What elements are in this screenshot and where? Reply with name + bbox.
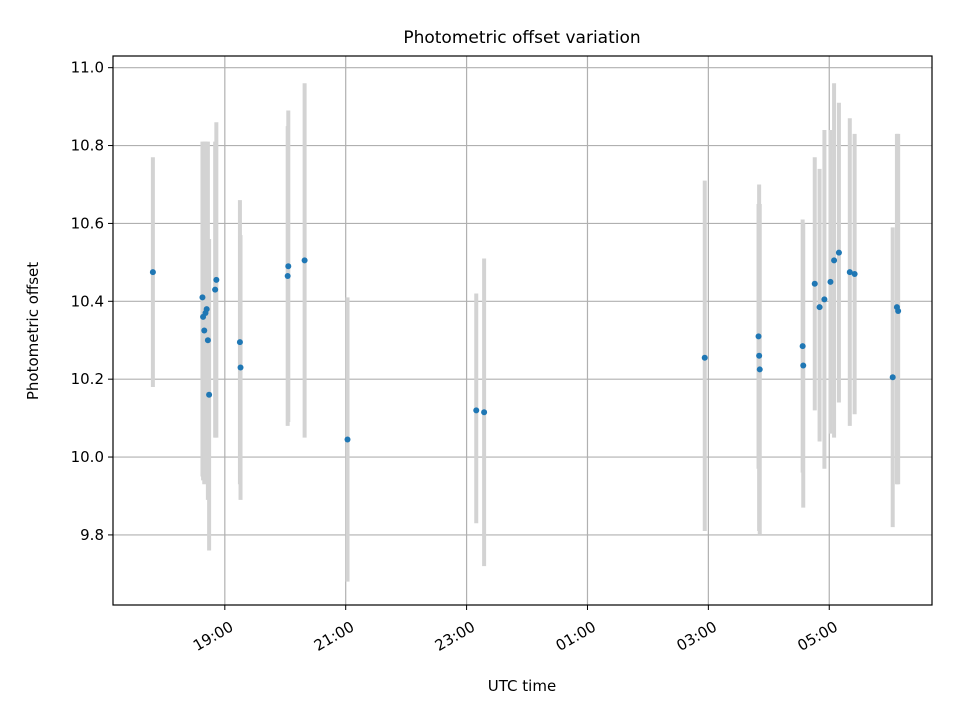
- data-point: [204, 337, 211, 344]
- data-point: [889, 374, 896, 381]
- y-tick-label: 9.8: [80, 526, 104, 544]
- data-point: [206, 391, 213, 398]
- data-point: [800, 362, 807, 369]
- data-point: [811, 280, 818, 287]
- data-point: [701, 354, 708, 361]
- data-point: [821, 296, 828, 303]
- y-tick-label: 10.0: [71, 448, 104, 466]
- data-point: [473, 407, 480, 414]
- data-point: [851, 271, 858, 278]
- chart-title: Photometric offset variation: [403, 28, 640, 48]
- data-point: [755, 333, 762, 340]
- data-point: [835, 249, 842, 256]
- data-points: [149, 249, 902, 443]
- data-point: [816, 304, 823, 311]
- data-point: [285, 263, 292, 270]
- data-point: [201, 327, 208, 334]
- data-point: [799, 343, 806, 350]
- data-point: [284, 272, 291, 279]
- y-axis-label: Photometric offset: [24, 262, 42, 400]
- plot-area-frame: [112, 55, 933, 606]
- data-point: [149, 269, 156, 276]
- data-point: [301, 257, 308, 264]
- data-point: [756, 366, 763, 373]
- data-point: [831, 257, 838, 264]
- y-tick-label: 11.0: [71, 59, 104, 77]
- data-point: [846, 269, 853, 276]
- y-tick-label: 10.4: [71, 292, 104, 310]
- data-point: [237, 364, 244, 371]
- data-point: [236, 339, 243, 346]
- data-point: [756, 352, 763, 359]
- data-point: [199, 294, 206, 301]
- data-point: [203, 306, 210, 313]
- data-point: [212, 286, 219, 293]
- x-axis-label: UTC time: [488, 677, 556, 695]
- data-point: [481, 409, 488, 416]
- y-tick-label: 10.2: [71, 370, 104, 388]
- data-point: [895, 308, 902, 315]
- y-tick-label: 10.6: [71, 214, 104, 232]
- data-point: [213, 276, 220, 283]
- data-point: [827, 278, 834, 285]
- y-tick-label: 10.8: [71, 137, 104, 155]
- data-point: [344, 436, 351, 443]
